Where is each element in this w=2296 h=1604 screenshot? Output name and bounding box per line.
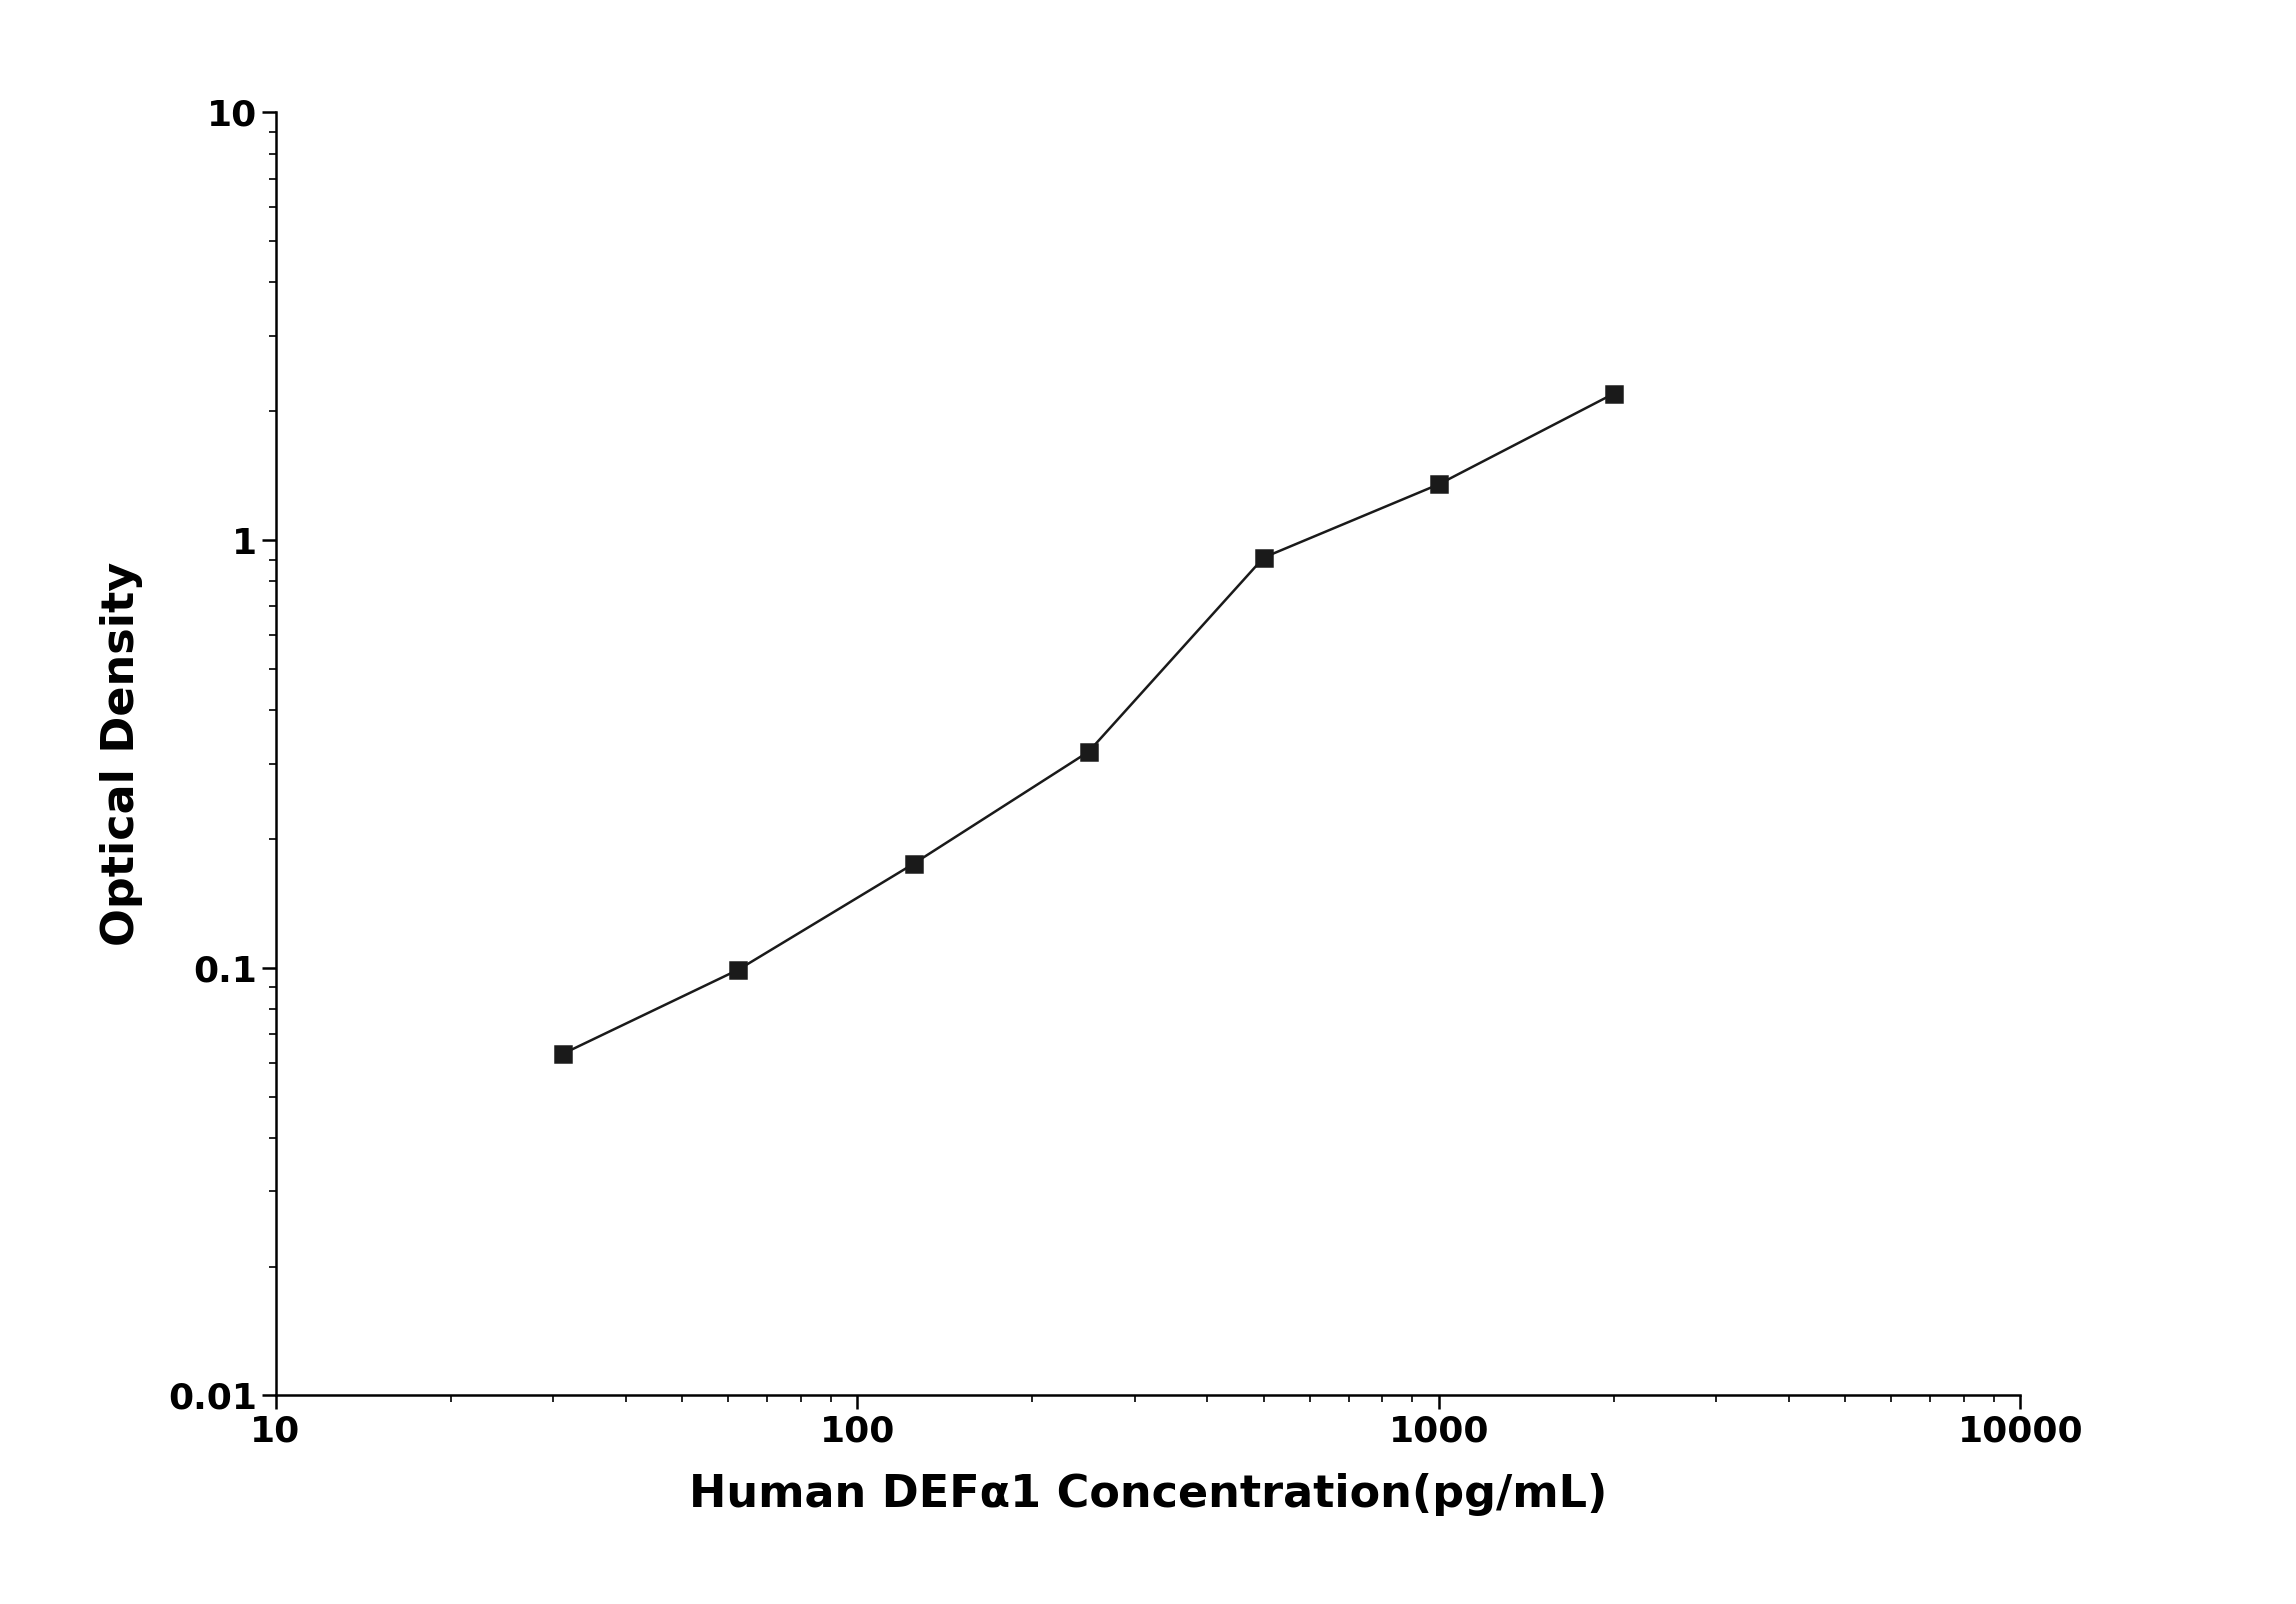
Y-axis label: Optical Density: Optical Density — [99, 561, 142, 946]
X-axis label: Human DEFα1 Concentration(pg/mL): Human DEFα1 Concentration(pg/mL) — [689, 1472, 1607, 1516]
